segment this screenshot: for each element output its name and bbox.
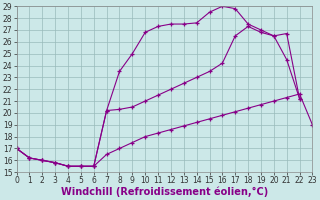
X-axis label: Windchill (Refroidissement éolien,°C): Windchill (Refroidissement éolien,°C): [61, 187, 268, 197]
